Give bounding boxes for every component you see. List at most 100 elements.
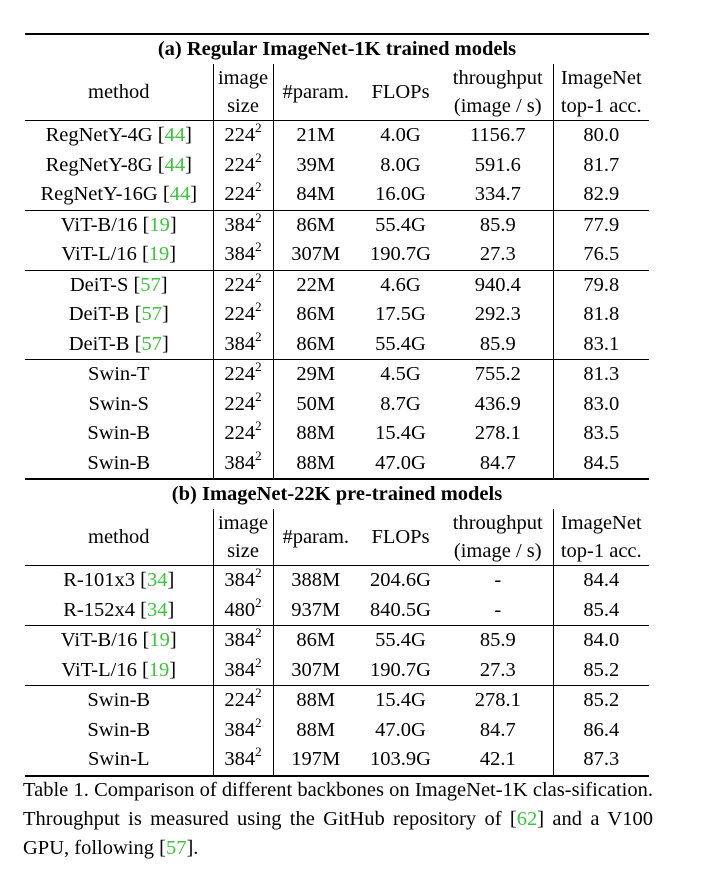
throughput-cell: - <box>443 595 554 626</box>
column-header: throughput <box>443 64 554 92</box>
method-name: Swin-T <box>88 363 150 385</box>
accuracy-cell: 77.9 <box>553 210 649 240</box>
throughput-value: 591.6 <box>474 153 521 176</box>
flops-value: 15.4G <box>375 689 426 711</box>
throughput-value: - <box>494 569 502 591</box>
method-name: R-152x4 <box>63 598 135 621</box>
citation-link: 44 <box>169 183 191 205</box>
method-cell: Swin-B <box>25 715 214 745</box>
column-header: image <box>213 509 274 537</box>
image-size-cell: 2242 <box>213 180 274 211</box>
image-size-cell: 4802 <box>213 595 274 626</box>
params-value: 307M <box>291 243 341 265</box>
method-cell: R-152x4 [34] <box>25 595 214 626</box>
header-row: method image #param. FLOPs throughput ImageNe… <box>25 509 649 566</box>
image-size-cell: 2242 <box>213 359 274 390</box>
table-row: ViT-B/16 [19] 3842 86M 55.4G 85.9 84.0 <box>25 625 649 656</box>
method-name: ViT-B/16 <box>60 213 138 236</box>
flops-value: 8.7G <box>380 392 421 415</box>
throughput-value: 292.3 <box>474 303 521 325</box>
params-cell: 29M <box>273 360 358 390</box>
flops-cell: 190.7G <box>358 655 443 686</box>
flops-cell: 8.0G <box>358 151 443 181</box>
flops-cell: 55.4G <box>358 626 443 656</box>
method-name: RegNetY-4G <box>45 124 153 146</box>
caption-text: ]. <box>186 837 199 859</box>
params-cell: 86M <box>273 329 358 360</box>
flops-cell: 47.0G <box>358 716 443 746</box>
image-size-cell: 3842 <box>213 655 274 686</box>
accuracy-value: 83.0 <box>583 392 620 415</box>
column-header-text: throughput <box>452 67 543 89</box>
method-name: DeiT-B <box>68 303 130 325</box>
image-size-cell: 2242 <box>213 685 274 716</box>
column-header-text: ImageNet <box>560 512 642 534</box>
column-header-text: image <box>217 512 269 534</box>
image-size-value: 384 <box>224 658 256 681</box>
image-size-exponent: 2 <box>255 328 262 344</box>
throughput-value: 85.9 <box>479 213 516 236</box>
citation-link: 57 <box>141 303 162 325</box>
table-row: ViT-L/16 [19] 3842 307M 190.7G 27.3 85.2 <box>25 655 649 686</box>
params-value: 388M <box>291 569 341 591</box>
caption-text: ] and a V100 GPU, following [ <box>23 808 653 859</box>
method-cell: RegNetY-16G [44] <box>25 180 214 211</box>
params-cell: 307M <box>273 655 358 686</box>
params-cell: 197M <box>273 745 358 777</box>
image-size-value: 224 <box>224 363 256 385</box>
method-name: DeiT-B <box>68 332 130 355</box>
params-value: 29M <box>296 363 336 385</box>
column-header: #param. <box>273 64 358 121</box>
image-size-cell: 3842 <box>213 565 274 596</box>
table-row: RegNetY-16G [44] 2242 84M 16.0G 334.7 82.9 <box>25 180 649 211</box>
image-size-value: 384 <box>224 451 256 474</box>
accuracy-value: 87.3 <box>583 748 620 770</box>
params-value: 86M <box>296 213 336 236</box>
section-title-row: (a) Regular ImageNet-1K trained models <box>25 33 649 64</box>
params-value: 22M <box>296 273 336 296</box>
table-caption: Table 1. Comparison of different backbon… <box>23 776 653 863</box>
table-row: Swin-B 3842 88M 47.0G 84.7 86.4 <box>25 715 649 746</box>
params-value: 88M <box>296 451 336 474</box>
caption-citation: 62 <box>516 808 538 830</box>
table-row: Swin-S 2242 50M 8.7G 436.9 83.0 <box>25 388 649 419</box>
method-cell: Swin-L <box>25 745 214 777</box>
image-size-value: 384 <box>224 569 256 591</box>
params-cell: 388M <box>273 566 358 596</box>
flops-value: 15.4G <box>375 422 426 444</box>
image-size-cell: 2242 <box>213 269 274 300</box>
column-header-text: method <box>88 526 150 548</box>
column-header-text: FLOPs <box>371 81 430 103</box>
image-size-value: 224 <box>224 273 256 296</box>
accuracy-cell: 83.1 <box>553 329 649 360</box>
flops-value: 4.5G <box>380 363 421 385</box>
throughput-value: 42.1 <box>479 748 516 770</box>
table-row: Swin-L 3842 197M 103.9G 42.1 87.3 <box>25 745 649 777</box>
image-size-value: 224 <box>224 422 256 444</box>
image-size-exponent: 2 <box>255 388 262 404</box>
column-header: FLOPs <box>358 64 443 121</box>
image-size-exponent: 2 <box>255 625 262 640</box>
params-value: 86M <box>296 629 336 651</box>
accuracy-value: 81.8 <box>583 303 620 325</box>
image-size-exponent: 2 <box>255 269 262 285</box>
throughput-cell: 84.7 <box>443 448 554 479</box>
table-row: R-152x4 [34] 4802 937M 840.5G -85.4 <box>25 595 649 626</box>
table-row: RegNetY-4G [44] 2242 21M 4.0G 1156.7 80.0 <box>25 120 649 151</box>
image-size-exponent: 2 <box>255 299 262 314</box>
params-cell: 84M <box>273 180 358 211</box>
accuracy-value: 83.5 <box>583 422 620 444</box>
accuracy-cell: 81.3 <box>553 360 649 390</box>
column-header: ImageNet <box>553 509 649 537</box>
accuracy-value: 76.5 <box>583 243 620 265</box>
params-value: 88M <box>296 718 336 741</box>
column-header: FLOPs <box>358 509 443 566</box>
method-name: Swin-B <box>87 451 151 474</box>
method-cell: ViT-L/16 [19] <box>25 655 214 686</box>
table-row: RegNetY-8G [44] 2242 39M 8.0G 591.6 81.7 <box>25 150 649 181</box>
flops-cell: 55.4G <box>358 329 443 360</box>
image-size-exponent: 2 <box>255 120 262 135</box>
method-name: Swin-B <box>87 422 151 444</box>
method-cell: Swin-B <box>25 419 214 449</box>
flops-value: 4.0G <box>380 124 421 146</box>
